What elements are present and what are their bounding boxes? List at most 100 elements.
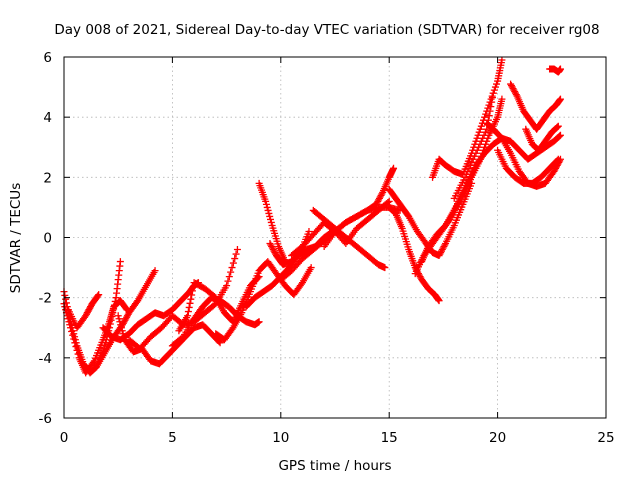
data-point xyxy=(469,155,477,163)
data-point xyxy=(87,303,95,311)
data-point xyxy=(65,318,73,326)
axis-ticks xyxy=(63,56,607,419)
data-point xyxy=(376,193,384,201)
data-point xyxy=(267,218,275,226)
data-point xyxy=(123,312,131,320)
x-tick-label: 25 xyxy=(597,430,614,446)
data-point xyxy=(476,155,484,163)
series-pass-aa xyxy=(522,122,562,154)
data-point xyxy=(116,318,124,326)
data-point xyxy=(262,197,270,205)
data-point xyxy=(374,197,382,205)
data-point xyxy=(84,307,92,315)
data-point xyxy=(481,128,489,136)
data-point xyxy=(188,287,196,295)
series-pass-v xyxy=(429,56,506,181)
data-point xyxy=(464,167,472,175)
data-point xyxy=(509,85,517,93)
data-point xyxy=(476,125,484,133)
y-tick-label: 0 xyxy=(43,231,52,247)
data-point xyxy=(268,243,276,251)
data-point xyxy=(486,107,494,115)
data-point xyxy=(82,310,90,318)
y-tick-label: -6 xyxy=(39,411,52,427)
series-pass-j xyxy=(212,258,315,344)
data-point xyxy=(490,86,498,94)
grid-lines xyxy=(64,57,606,418)
data-point xyxy=(553,123,561,131)
data-point xyxy=(507,82,515,90)
data-point xyxy=(479,134,487,142)
y-tick-label: 2 xyxy=(43,170,52,186)
data-point xyxy=(483,125,491,133)
data-point xyxy=(305,227,313,235)
data-point xyxy=(474,131,482,139)
series-pass-b xyxy=(60,297,131,377)
data-point xyxy=(72,343,80,351)
data-point xyxy=(85,306,93,314)
data-point xyxy=(82,312,90,320)
data-point xyxy=(73,346,81,354)
data-point xyxy=(117,321,125,329)
data-point xyxy=(482,110,490,118)
data-point xyxy=(481,143,489,151)
data-point xyxy=(89,358,97,366)
data-point xyxy=(270,247,278,255)
data-point xyxy=(186,299,194,307)
data-point xyxy=(462,170,470,178)
x-tick-label: 15 xyxy=(381,430,398,446)
data-point xyxy=(233,246,241,254)
data-point xyxy=(120,333,128,341)
x-tick-label: 10 xyxy=(272,430,289,446)
data-point xyxy=(554,122,562,130)
series-pass-r xyxy=(385,203,443,305)
data-point xyxy=(468,158,476,166)
data-point xyxy=(188,291,196,299)
data-point xyxy=(491,83,499,91)
data-point xyxy=(187,295,195,303)
data-point xyxy=(267,241,275,249)
data-point xyxy=(485,112,493,120)
data-point xyxy=(115,315,123,323)
data-point xyxy=(472,149,480,157)
data-point xyxy=(184,312,192,320)
series-pass-ab xyxy=(546,65,564,76)
data-point xyxy=(266,240,274,248)
y-tick-labels: -6 -4 -2 0 2 4 6 xyxy=(39,50,52,427)
series-pass-w xyxy=(450,89,497,202)
data-point xyxy=(553,156,561,164)
y-tick-label: 4 xyxy=(43,110,52,126)
data-point xyxy=(123,313,131,321)
data-point xyxy=(62,295,70,303)
data-point xyxy=(385,197,393,205)
data-point xyxy=(121,316,129,324)
data-point xyxy=(67,324,75,332)
data-point xyxy=(228,264,236,272)
data-point xyxy=(95,291,103,299)
data-point xyxy=(86,304,94,312)
data-point xyxy=(232,250,240,258)
data-point xyxy=(122,305,130,313)
data-point xyxy=(441,241,449,249)
data-point xyxy=(498,95,506,103)
data-point xyxy=(475,143,483,151)
data-point xyxy=(512,91,520,99)
data-point xyxy=(511,88,519,96)
data-point xyxy=(68,328,76,336)
data-point xyxy=(480,146,488,154)
data-point xyxy=(556,65,564,73)
data-point xyxy=(475,128,483,136)
data-point xyxy=(231,255,239,263)
data-point xyxy=(477,122,485,130)
data-point xyxy=(461,173,469,181)
series-pass-p xyxy=(309,206,389,272)
data-point xyxy=(467,161,474,169)
series-pass-n xyxy=(277,203,404,284)
series-pass-u xyxy=(418,95,506,266)
series-pass-y xyxy=(494,146,562,187)
data-point xyxy=(415,271,423,279)
data-point xyxy=(435,252,443,260)
data-point xyxy=(216,339,224,347)
data-point xyxy=(478,149,486,157)
data-point xyxy=(255,318,263,326)
